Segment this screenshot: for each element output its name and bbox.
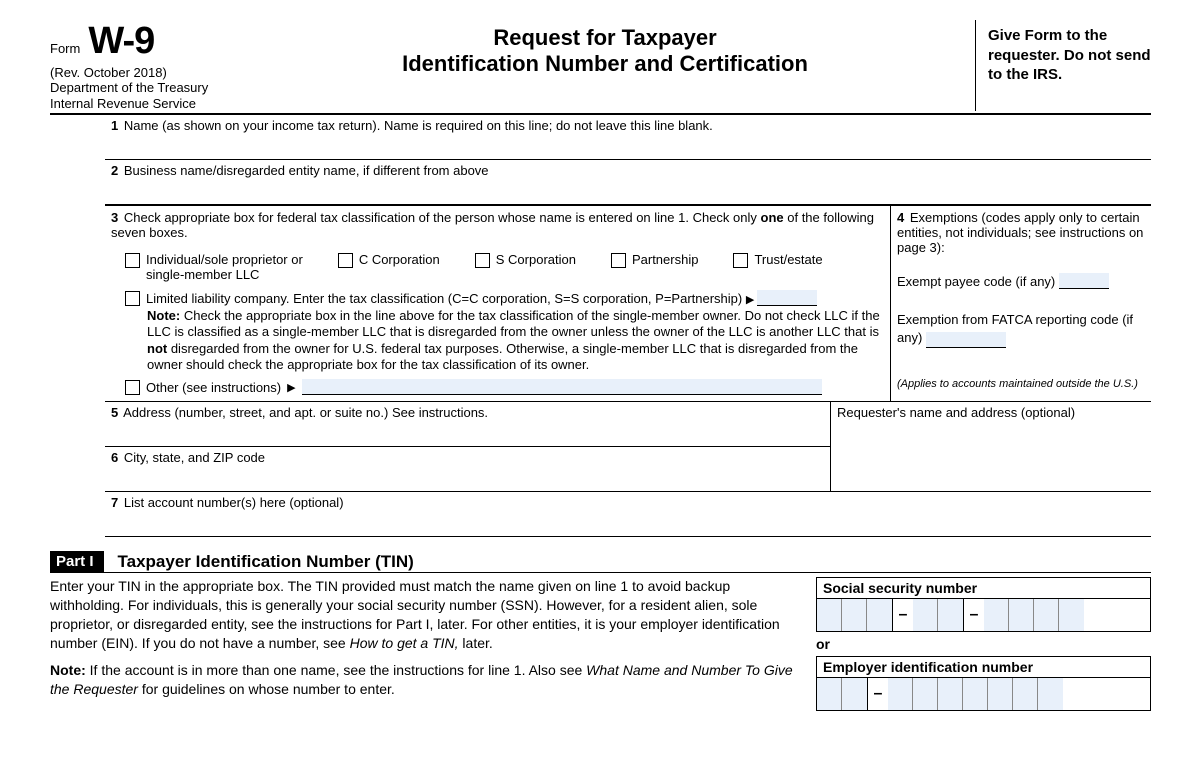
check-trust: Trust/estate	[733, 252, 822, 268]
line-3-one: one	[761, 210, 784, 225]
check-llc-row: Limited liability company. Enter the tax…	[125, 290, 884, 306]
form-header: Form W-9 (Rev. October 2018) Department …	[50, 20, 1151, 115]
line-7-text: List account number(s) here (optional)	[124, 495, 344, 510]
part1-label: Part I	[50, 551, 104, 572]
address-left: 5 Address (number, street, and apt. or s…	[105, 402, 831, 491]
or-text: or	[816, 636, 1151, 652]
checkbox-ccorp[interactable]	[338, 253, 353, 268]
check-other-row: Other (see instructions) ▶	[125, 379, 884, 395]
check-scorp: S Corporation	[475, 252, 576, 268]
check-trust-label: Trust/estate	[754, 252, 822, 267]
part1-title: Taxpayer Identification Number (TIN)	[104, 552, 414, 572]
header-right-note: Give Form to the requester. Do not send …	[976, 20, 1151, 111]
dept-line-1: Department of the Treasury	[50, 80, 225, 96]
tin-instructions: Enter your TIN in the appropriate box. T…	[50, 577, 798, 711]
check-other-label: Other (see instructions)	[146, 380, 281, 395]
tin-para2a: If the account is in more than one name,…	[86, 662, 586, 678]
line-4-text: Exemptions (codes apply only to certain …	[897, 210, 1143, 255]
ssn-label: Social security number	[816, 577, 1151, 598]
checkbox-individual[interactable]	[125, 253, 140, 268]
checkbox-partnership[interactable]	[611, 253, 626, 268]
line-3-num: 3	[111, 210, 118, 225]
title-line-1: Request for Taxpayer	[245, 25, 965, 51]
line-5-num: 5	[111, 405, 118, 420]
check-partnership-label: Partnership	[632, 252, 698, 267]
exempt-payee-line: Exempt payee code (if any)	[897, 273, 1145, 289]
address-block: 5 Address (number, street, and apt. or s…	[105, 401, 1151, 491]
checkbox-scorp[interactable]	[475, 253, 490, 268]
check-individual: Individual/sole proprietor or single-mem…	[125, 252, 303, 282]
line-2[interactable]: 2 Business name/disregarded entity name,…	[105, 160, 1151, 205]
header-center: Request for Taxpayer Identification Numb…	[235, 20, 976, 111]
note-label: Note:	[147, 308, 180, 323]
tin-note-label: Note:	[50, 662, 86, 678]
check-partnership: Partnership	[611, 252, 698, 268]
other-input[interactable]	[302, 379, 822, 395]
line-1-num: 1	[111, 118, 118, 133]
line-1[interactable]: 1 Name (as shown on your income tax retu…	[105, 115, 1151, 160]
exempt-payee-label: Exempt payee code (if any)	[897, 274, 1055, 289]
requester-box[interactable]: Requester's name and address (optional)	[831, 402, 1151, 491]
tin-para2b: for guidelines on whose number to enter.	[138, 681, 395, 697]
applies-note: (Applies to accounts maintained outside …	[897, 378, 1145, 390]
dept-line-2: Internal Revenue Service	[50, 96, 225, 112]
triangle-icon: ▶	[746, 294, 758, 306]
revision-line: (Rev. October 2018)	[50, 65, 225, 80]
line-2-text: Business name/disregarded entity name, i…	[124, 163, 489, 178]
line-6[interactable]: 6 City, state, and ZIP code	[105, 447, 830, 491]
check-individual-label-b: single-member LLC	[146, 267, 303, 282]
llc-classification-input[interactable]	[757, 290, 817, 306]
note-text-1: Check the appropriate box in the line ab…	[147, 308, 880, 339]
part1-body: Enter your TIN in the appropriate box. T…	[50, 577, 1151, 711]
part1-header: Part I Taxpayer Identification Number (T…	[50, 551, 1151, 573]
check-ccorp-label: C Corporation	[359, 252, 440, 267]
checkbox-other[interactable]	[125, 380, 140, 395]
title-line-2: Identification Number and Certification	[245, 51, 965, 77]
ssn-input-row[interactable]: – –	[816, 598, 1151, 632]
line-2-num: 2	[111, 163, 118, 178]
line-5[interactable]: 5 Address (number, street, and apt. or s…	[105, 402, 830, 447]
line-5-text: Address (number, street, and apt. or sui…	[123, 405, 488, 420]
check-individual-label-a: Individual/sole proprietor or	[146, 252, 303, 267]
header-left: Form W-9 (Rev. October 2018) Department …	[50, 20, 235, 111]
fatca-line: Exemption from FATCA reporting code (if …	[897, 311, 1145, 347]
form-code: W-9	[88, 20, 154, 63]
checkbox-row-1: Individual/sole proprietor or single-mem…	[125, 252, 884, 282]
line-7[interactable]: 7 List account number(s) here (optional)	[105, 491, 1151, 537]
note-text-2: disregarded from the owner for U.S. fede…	[147, 341, 858, 372]
triangle-icon-2: ▶	[287, 381, 295, 394]
checkbox-trust[interactable]	[733, 253, 748, 268]
line-4-num: 4	[897, 210, 904, 225]
tin-para1b: later.	[459, 635, 493, 651]
box-3-4: 3 Check appropriate box for federal tax …	[105, 205, 1151, 401]
form-label: Form	[50, 41, 80, 56]
llc-note: Note: Check the appropriate box in the l…	[147, 308, 884, 373]
fatca-input[interactable]	[926, 332, 1006, 348]
note-not: not	[147, 341, 167, 356]
box-4: 4 Exemptions (codes apply only to certai…	[891, 206, 1151, 401]
fields-container: 1 Name (as shown on your income tax retu…	[105, 115, 1151, 537]
line-1-text: Name (as shown on your income tax return…	[124, 118, 713, 133]
ein-label: Employer identification number	[816, 656, 1151, 677]
exempt-payee-input[interactable]	[1059, 273, 1109, 289]
check-ccorp: C Corporation	[338, 252, 440, 268]
ein-input-row[interactable]: –	[816, 677, 1151, 711]
line-7-num: 7	[111, 495, 118, 510]
check-llc-label: Limited liability company. Enter the tax…	[146, 291, 742, 306]
tin-howto: How to get a TIN,	[350, 635, 459, 651]
line-6-text: City, state, and ZIP code	[124, 450, 265, 465]
line-6-num: 6	[111, 450, 118, 465]
line-3-text-a: Check appropriate box for federal tax cl…	[124, 210, 761, 225]
requester-label: Requester's name and address (optional)	[837, 405, 1075, 420]
checkbox-llc[interactable]	[125, 291, 140, 306]
check-scorp-label: S Corporation	[496, 252, 576, 267]
tin-boxes: Social security number – – or Employer i…	[816, 577, 1151, 711]
box-3: 3 Check appropriate box for federal tax …	[105, 206, 891, 401]
